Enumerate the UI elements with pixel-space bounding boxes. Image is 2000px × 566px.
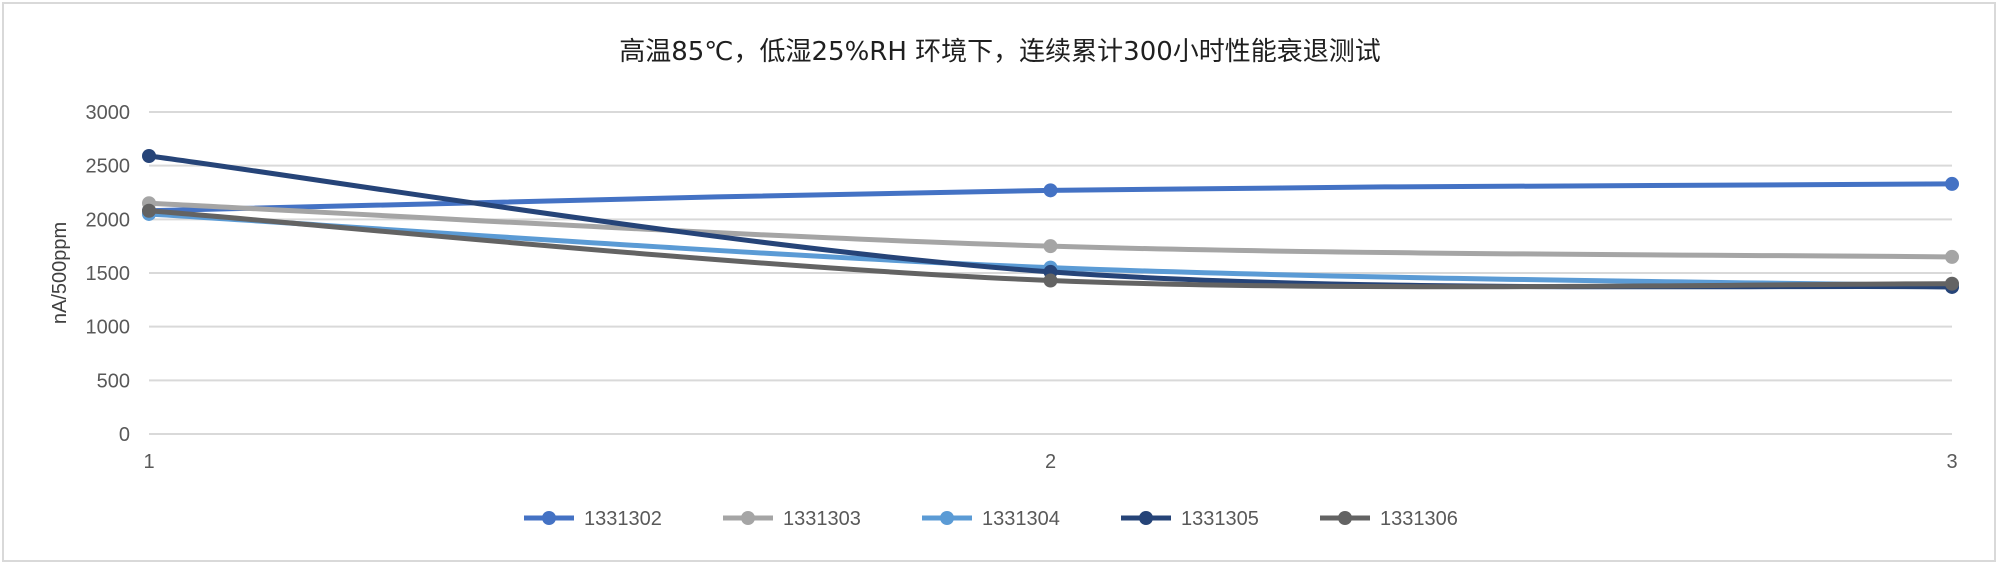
legend-swatch-marker (741, 511, 755, 525)
data-point (1945, 276, 1959, 291)
legend-label: 1331306 (1380, 508, 1458, 530)
series-lines (142, 149, 1959, 294)
legend-item-1331306: 1331306 (1320, 508, 1458, 530)
data-point (1945, 249, 1959, 264)
y-axis-ticks: 0 500 1000 1500 2000 2500 3000 (86, 102, 131, 446)
y-tick-label: 1000 (86, 317, 131, 339)
series-1331303 (142, 196, 1959, 264)
series-1331306 (142, 203, 1959, 291)
data-point (1043, 273, 1058, 288)
y-tick-label: 1500 (86, 263, 131, 285)
legend-swatch-marker (1139, 511, 1153, 525)
legend-item-1331305: 1331305 (1121, 508, 1259, 530)
x-tick-label: 1 (143, 451, 154, 473)
legend-swatch-marker (1338, 511, 1352, 525)
x-axis-ticks: 1 2 3 (143, 451, 1957, 473)
legend-item-1331304: 1331304 (922, 508, 1060, 530)
legend-item-1331303: 1331303 (723, 508, 861, 530)
legend-label: 1331304 (982, 508, 1060, 530)
legend-label: 1331303 (783, 508, 861, 530)
x-tick-label: 3 (1946, 451, 1957, 473)
data-point (1043, 239, 1058, 254)
y-tick-label: 0 (119, 424, 130, 446)
y-axis-label: nA/500ppm (49, 222, 71, 324)
legend-label: 1331302 (584, 508, 662, 530)
chart-title: 高温85℃，低湿25%RH 环境下，连续累计300小时性能衰退测试 (619, 37, 1381, 67)
legend-swatch-marker (940, 511, 954, 525)
legend-label: 1331305 (1181, 508, 1259, 530)
series-1331302 (142, 176, 1959, 218)
y-tick-label: 500 (97, 370, 130, 392)
data-point (1043, 183, 1058, 198)
data-point (1945, 176, 1959, 191)
legend-item-1331302: 1331302 (524, 508, 662, 530)
y-tick-label: 2000 (86, 209, 131, 231)
legend: 1331302 1331303 1331304 1331305 1331306 (524, 508, 1458, 530)
data-point (142, 149, 156, 164)
x-tick-label: 2 (1045, 451, 1056, 473)
legend-swatch-marker (542, 511, 556, 525)
y-tick-label: 2500 (86, 156, 131, 178)
data-point (142, 203, 156, 218)
y-tick-label: 3000 (86, 102, 131, 124)
